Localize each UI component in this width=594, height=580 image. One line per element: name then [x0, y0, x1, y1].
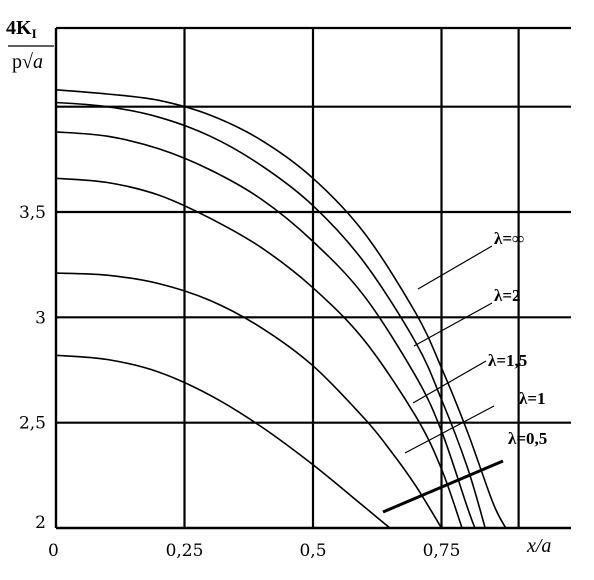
y-axis-title-a: a: [33, 51, 43, 73]
x-axis-title: x/a: [526, 535, 551, 557]
y-tick-label-2: 3: [35, 308, 46, 328]
x-tick-label-1: 0,25: [166, 541, 204, 561]
tick-labels: 0 0,25 0,5 0,75 2 2,5 3 3,5: [19, 203, 460, 561]
y-tick-label-0: 2: [35, 513, 46, 533]
annotation-leader-1: [413, 302, 493, 347]
annotation-labels: λ=∞ λ=2 λ=1,5 λ=1 λ=0,5: [488, 229, 547, 448]
x-tick-label-0: 0: [48, 541, 59, 561]
y-tick-label-1: 2,5: [19, 414, 46, 434]
annotation-leader-0: [417, 245, 493, 290]
y-axis-title-p: p: [12, 51, 22, 73]
svg-text:4KI: 4KI: [6, 17, 37, 41]
series-line-1: [56, 101, 486, 528]
annotation-leader-3: [404, 405, 495, 454]
series-line-0: [56, 89, 507, 528]
x-tick-label-2: 0,5: [299, 541, 326, 561]
y-axis-title-subscript: I: [32, 26, 37, 41]
series-line-4: [56, 272, 443, 528]
annotation-leaders: [382, 245, 504, 514]
y-axis-title-numerator: 4K: [6, 17, 32, 39]
series-line-2: [56, 131, 476, 528]
series-label-3: λ=1: [519, 389, 546, 408]
svg-text:p√a: p√a: [12, 51, 43, 73]
series-label-4: λ=0,5: [508, 429, 547, 448]
y-tick-label-3: 3,5: [19, 203, 46, 223]
y-axis-title-root: √: [22, 51, 33, 73]
x-tick-label-3: 0,75: [423, 541, 461, 561]
curves: [56, 89, 507, 528]
series-line-5: [56, 354, 392, 528]
series-label-2: λ=1,5: [488, 351, 527, 370]
series-line-3: [56, 177, 463, 528]
annotation-leader-4: [382, 459, 504, 514]
annotation-leader-2: [412, 360, 487, 404]
y-axis-title: 4KI p√a: [6, 17, 54, 73]
grid: [54, 26, 571, 530]
series-label-0: λ=∞: [494, 229, 524, 248]
series-label-1: λ=2: [494, 286, 521, 305]
